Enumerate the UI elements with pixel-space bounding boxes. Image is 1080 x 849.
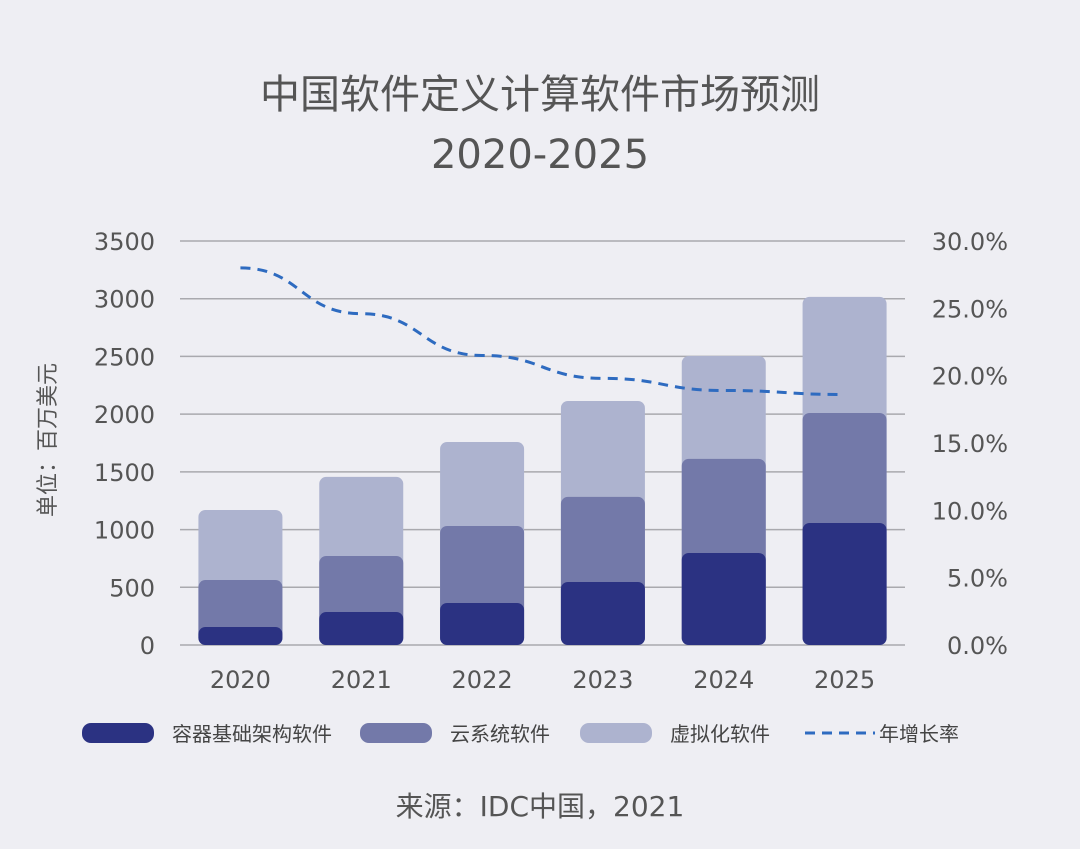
x-tick-label: 2023 (572, 666, 633, 694)
y2-tick-label: 25.0% (932, 295, 1008, 323)
y-tick-label: 3500 (94, 228, 155, 256)
x-tick-label: 2025 (814, 666, 875, 694)
x-tick-label: 2022 (452, 666, 513, 694)
bar-segment-1 (560, 581, 645, 645)
bar-segment-1 (681, 553, 766, 645)
y-tick-label: 2000 (94, 401, 155, 429)
y-tick-label: 0 (140, 632, 155, 660)
x-tick-label: 2024 (693, 666, 754, 694)
y2-tick-label: 0.0% (947, 632, 1008, 660)
chart-subtitle: 2020-2025 (430, 132, 650, 178)
legend-swatch (82, 723, 154, 743)
y-tick-label: 3000 (94, 286, 155, 314)
bar-segment-1 (319, 611, 404, 645)
chart-title: 中国软件定义计算软件市场预测 (260, 72, 820, 118)
source-note: 来源：IDC中国，2021 (395, 790, 685, 823)
y-tick-label: 2500 (94, 343, 155, 371)
bar-segment-1 (440, 602, 525, 645)
growth-rate-line (240, 266, 845, 397)
y-tick-label: 1000 (94, 517, 155, 545)
x-tick-label: 2021 (331, 666, 392, 694)
bar-segment-1 (802, 522, 887, 645)
legend-label: 云系统软件 (450, 722, 550, 746)
legend-swatch (360, 723, 432, 743)
y2-tick-label: 20.0% (932, 363, 1008, 391)
legend-label: 容器基础架构软件 (172, 722, 332, 746)
legend-swatch (580, 723, 652, 743)
legend-label: 虚拟化软件 (670, 722, 770, 746)
bar-segment-1 (198, 626, 283, 645)
legend-label: 年增长率 (879, 722, 959, 746)
y-tick-label: 500 (109, 574, 155, 602)
y2-tick-label: 5.0% (947, 565, 1008, 593)
x-tick-label: 2020 (210, 666, 271, 694)
y2-tick-label: 15.0% (932, 430, 1008, 458)
y2-tick-label: 10.0% (932, 497, 1008, 525)
y-tick-label: 1500 (94, 459, 155, 487)
y2-tick-label: 30.0% (932, 228, 1008, 256)
